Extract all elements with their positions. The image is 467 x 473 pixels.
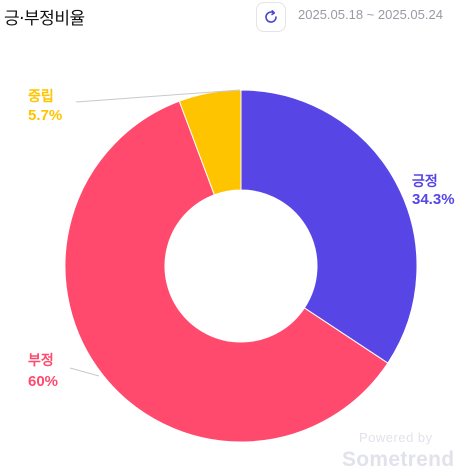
chart-title: 긍·부정비율 xyxy=(4,9,85,29)
slice-3[interactable] xyxy=(178,89,242,196)
slice-label-value-2: 60% xyxy=(28,373,58,390)
watermark-brand: Sometrend xyxy=(342,448,455,471)
leader-line-3 xyxy=(75,89,241,103)
slice-label-name-3: 중립 xyxy=(28,89,54,105)
slice-label-name-2: 부정 xyxy=(28,352,54,369)
slice-label-value-3: 5.7% xyxy=(28,107,62,124)
watermark-powered-by: Powered by xyxy=(359,430,433,445)
date-range: 2025.05.18 ~ 2025.05.24 xyxy=(298,7,443,22)
refresh-icon xyxy=(263,9,279,25)
slice-1[interactable] xyxy=(240,89,418,364)
slice-2[interactable] xyxy=(64,100,389,443)
slice-label-name-1: 긍정 xyxy=(412,173,438,190)
slice-label-value-1: 34.3% xyxy=(412,191,455,208)
leader-line-2 xyxy=(69,367,100,377)
refresh-button[interactable] xyxy=(256,2,286,32)
